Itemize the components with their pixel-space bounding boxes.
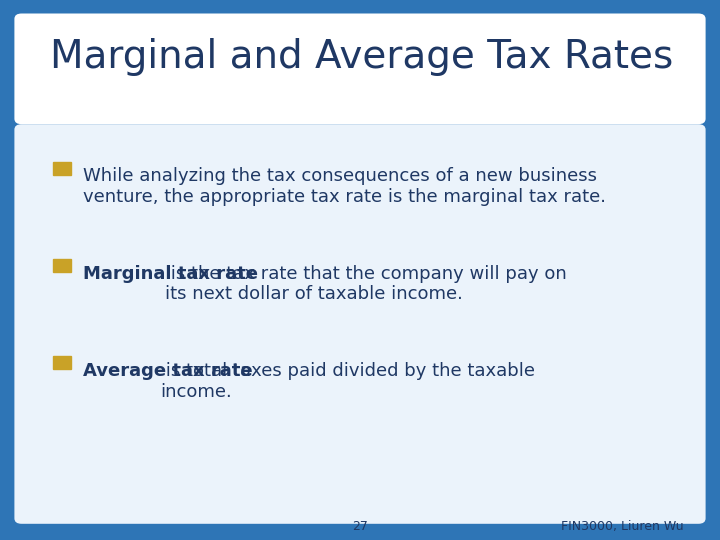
FancyBboxPatch shape xyxy=(14,14,706,124)
Text: FIN3000, Liuren Wu: FIN3000, Liuren Wu xyxy=(562,520,684,533)
Text: 27: 27 xyxy=(352,520,368,533)
Text: Marginal tax rate: Marginal tax rate xyxy=(83,265,258,282)
FancyBboxPatch shape xyxy=(53,259,71,272)
Text: is the tax rate that the company will pay on
its next dollar of taxable income.: is the tax rate that the company will pa… xyxy=(165,265,567,303)
Text: is total taxes paid divided by the taxable
income.: is total taxes paid divided by the taxab… xyxy=(160,362,535,401)
Text: While analyzing the tax consequences of a new business
venture, the appropriate : While analyzing the tax consequences of … xyxy=(83,167,606,206)
Text: Marginal and Average Tax Rates: Marginal and Average Tax Rates xyxy=(50,38,674,76)
FancyBboxPatch shape xyxy=(53,162,71,175)
FancyBboxPatch shape xyxy=(14,124,706,524)
FancyBboxPatch shape xyxy=(53,356,71,369)
Text: Average tax rate: Average tax rate xyxy=(83,362,253,380)
